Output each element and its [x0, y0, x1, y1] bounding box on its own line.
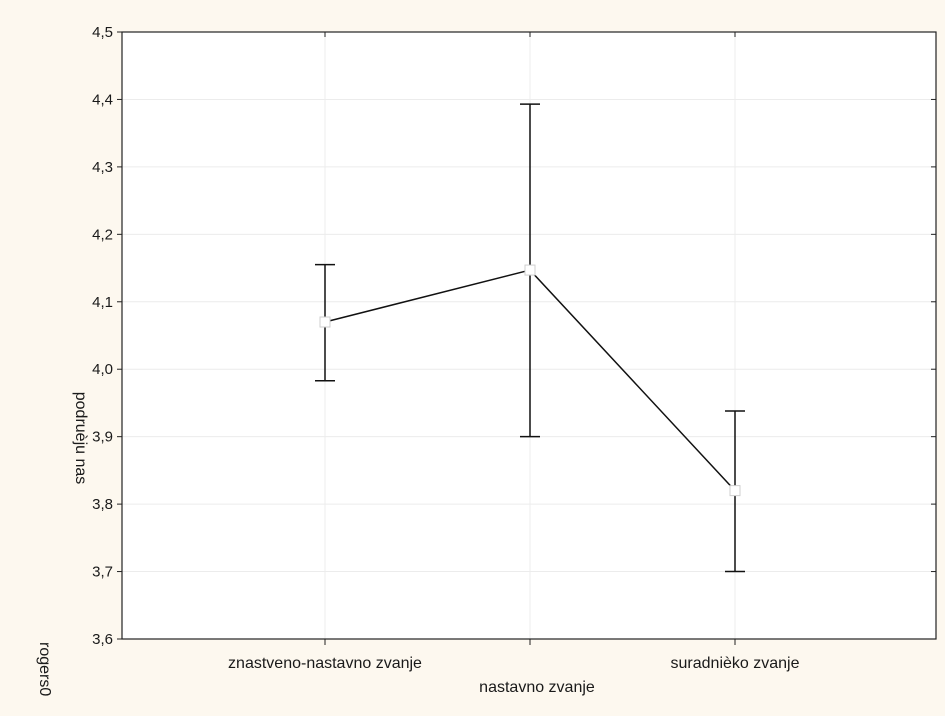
- x-tick-label: znastveno-nastavno zvanje: [228, 655, 422, 672]
- y-axis-title: podruèju nas: [72, 392, 89, 485]
- y-axis-secondary-title: rogers0: [36, 642, 53, 696]
- data-point-marker: [524, 264, 536, 276]
- y-tick-label: 4,2: [92, 226, 113, 243]
- y-tick-label: 3,6: [92, 631, 113, 648]
- y-tick-label: 3,7: [92, 564, 113, 581]
- data-point-marker: [319, 316, 331, 328]
- plot-frame: [121, 31, 937, 640]
- x-axis-title: nastavno zvanje: [479, 679, 595, 696]
- x-tick-label: suradnièko zvanje: [671, 655, 800, 672]
- y-tick-label: 4,4: [92, 91, 113, 108]
- y-tick-label: 4,1: [92, 294, 113, 311]
- y-axis-ticks: 3,6 3,7 3,8 3,9 4,0 4,1 4,2 4,3 4,4 4,5: [92, 24, 936, 648]
- y-tick-label: 4,5: [92, 24, 113, 41]
- x-axis-ticks: znastveno-nastavno zvanje suradnièko zvan…: [228, 32, 800, 672]
- plot-area: [122, 32, 936, 639]
- data-series: [315, 103, 745, 573]
- y-tick-label: 4,0: [92, 361, 113, 378]
- y-tick-label: 3,8: [92, 496, 113, 513]
- y-tick-label: 3,9: [92, 429, 113, 446]
- data-point-marker: [729, 485, 741, 497]
- y-tick-label: 4,3: [92, 159, 113, 176]
